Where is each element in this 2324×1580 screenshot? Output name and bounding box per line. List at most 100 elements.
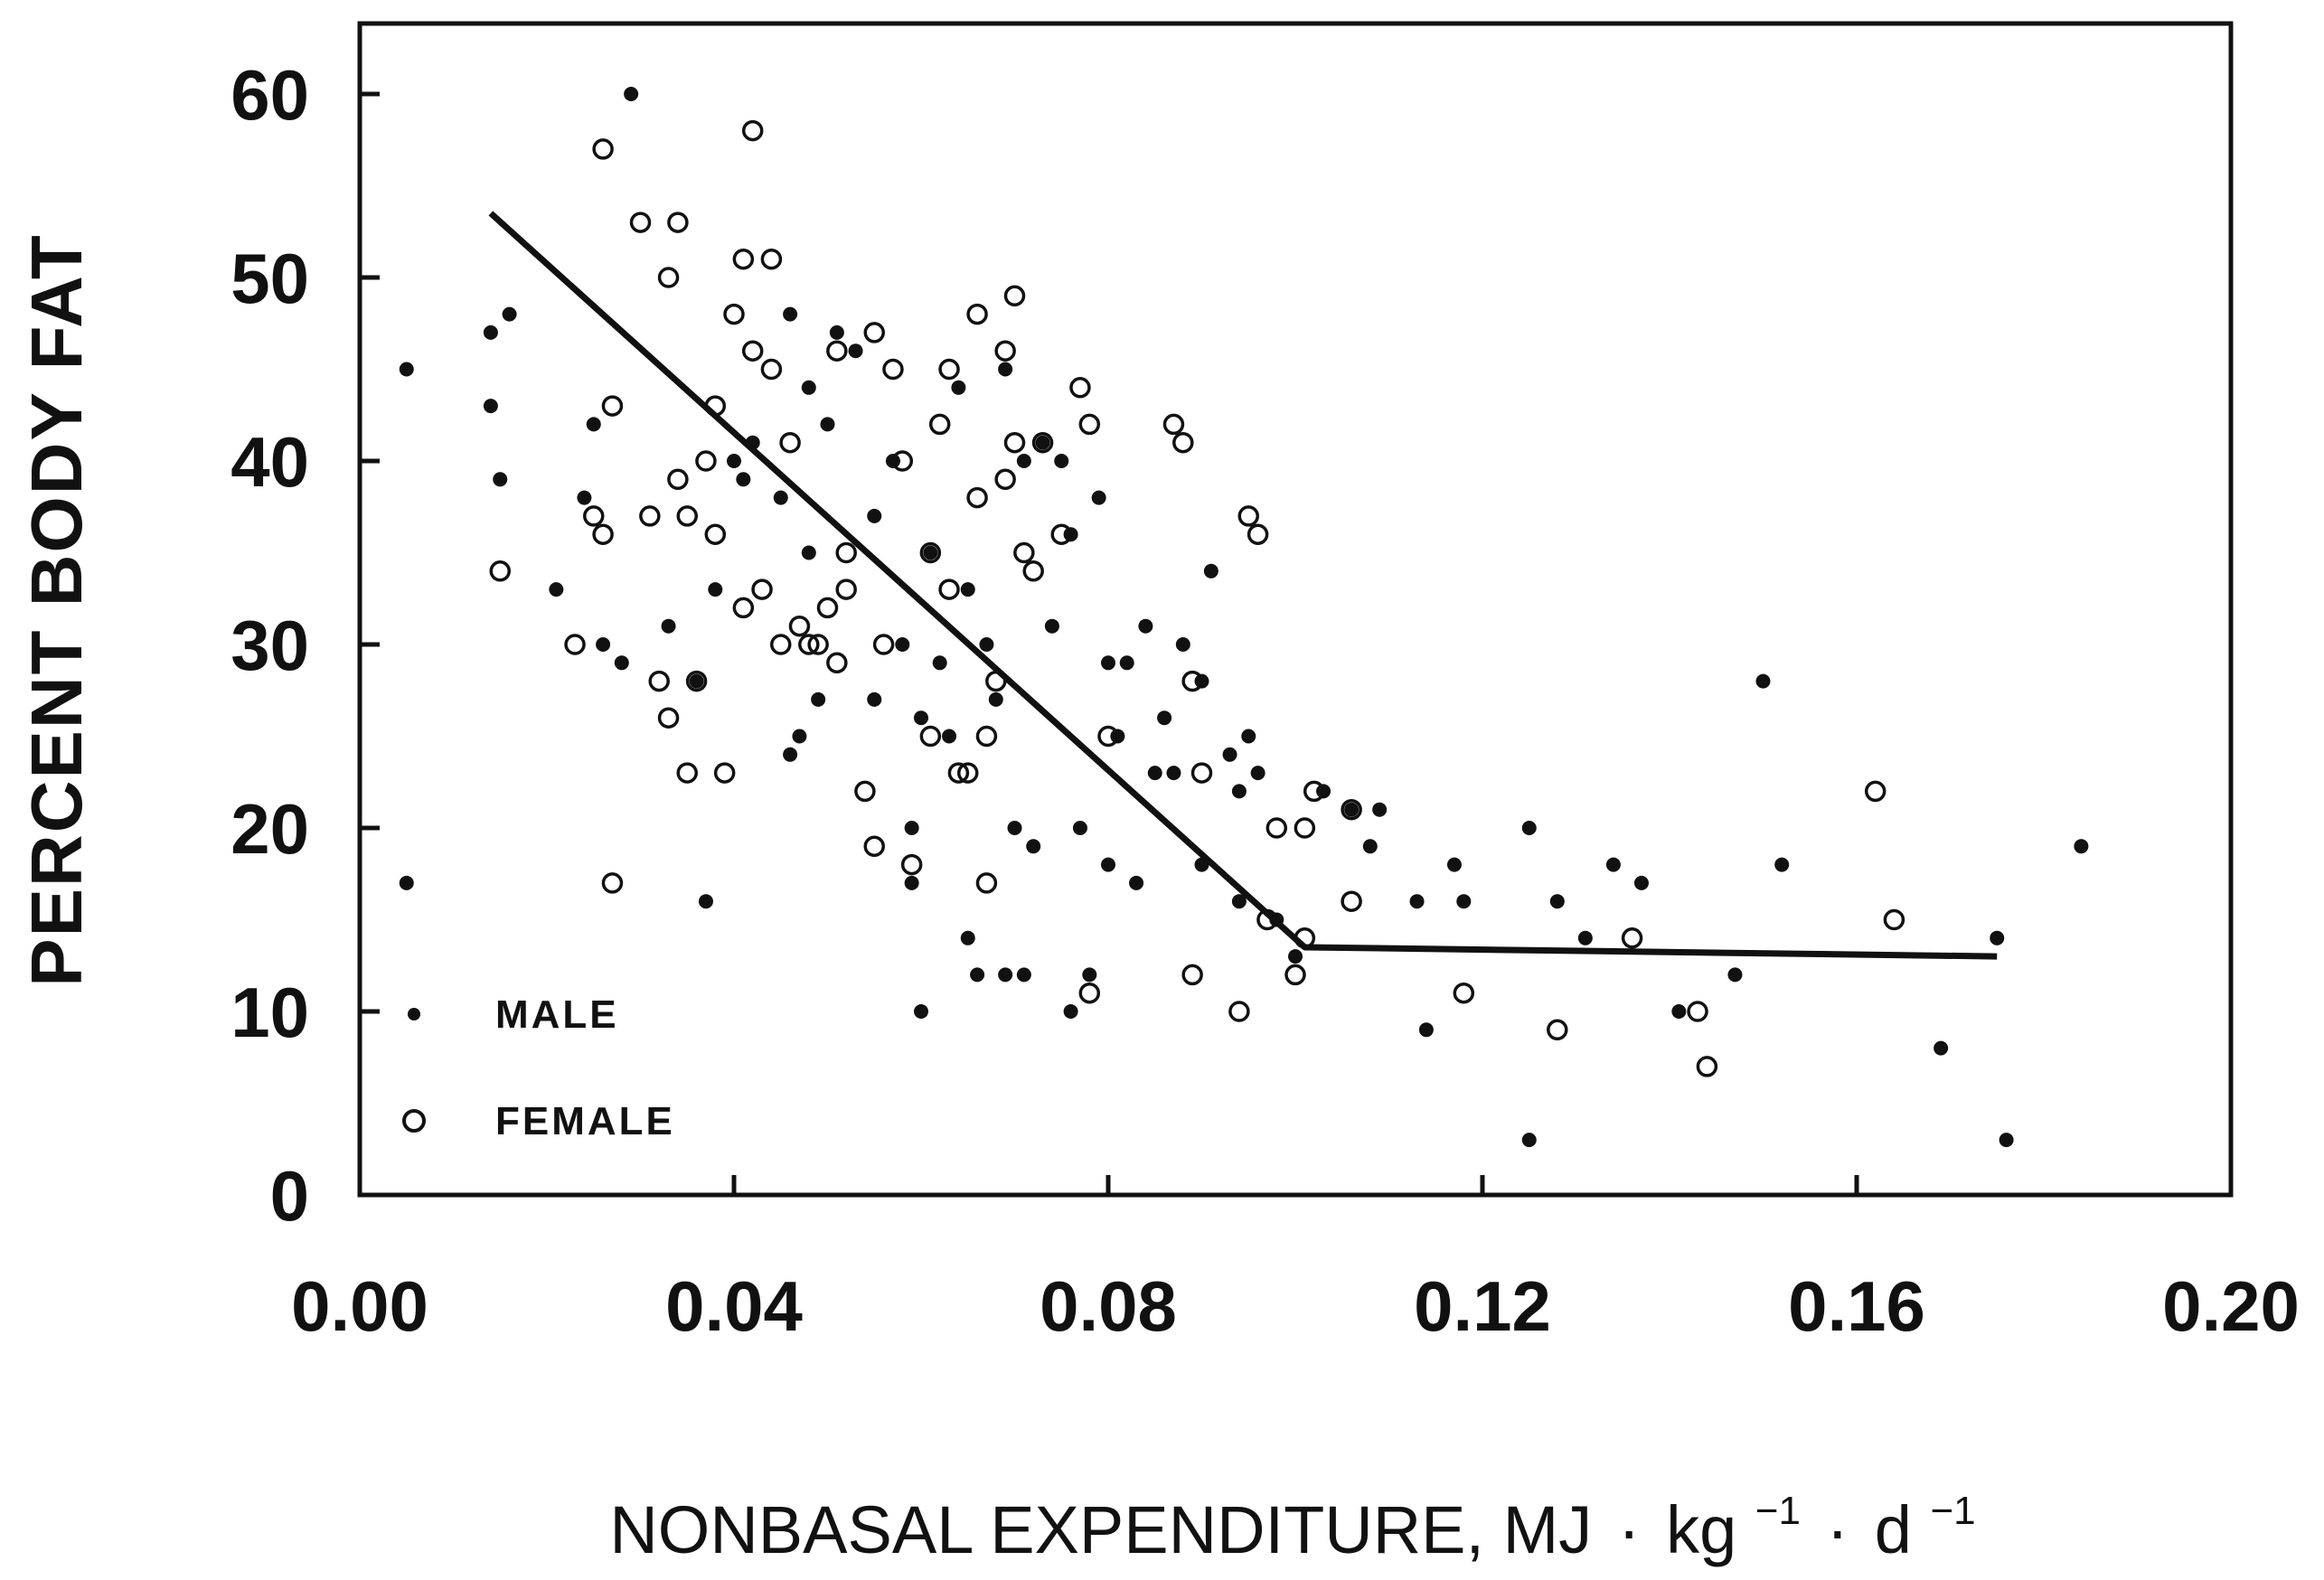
male-point: [773, 490, 788, 505]
male-point: [904, 875, 919, 890]
female-point: [639, 505, 661, 527]
male-point: [1119, 655, 1134, 671]
male-point: [1372, 802, 1388, 817]
male-point: [1072, 821, 1087, 835]
x-tick-label: 0.00: [291, 1266, 428, 1346]
male-point: [586, 417, 601, 432]
male-point: [661, 618, 676, 634]
female-point: [648, 670, 670, 692]
male-point: [783, 306, 798, 322]
male-point: [549, 582, 564, 597]
y-tick-label: 10: [231, 973, 309, 1052]
female-point: [770, 634, 792, 655]
male-point: [783, 747, 798, 762]
male-point: [829, 324, 844, 340]
female-point: [751, 578, 773, 600]
male-point: [932, 655, 947, 671]
male-point: [942, 729, 957, 744]
male-point: [1035, 435, 1050, 450]
female-point: [676, 505, 698, 527]
male-point: [736, 472, 751, 487]
male-point: [1999, 1133, 2014, 1148]
male-point: [727, 454, 741, 468]
male-point: [998, 967, 1013, 983]
female-point: [1237, 505, 1259, 527]
x-tick-label: 0.04: [665, 1266, 803, 1346]
female-point: [1031, 431, 1054, 454]
male-point: [596, 637, 611, 652]
male-point: [1091, 490, 1106, 505]
male-point: [1054, 454, 1069, 468]
x-tick-label: 0.12: [1414, 1266, 1551, 1346]
male-point: [979, 637, 994, 652]
male-point: [848, 343, 863, 359]
y-tick-label: 0: [270, 1156, 309, 1236]
female-point: [723, 303, 745, 325]
y-tick-label: 40: [231, 422, 309, 502]
female-point: [601, 395, 624, 417]
female-point: [741, 340, 764, 362]
x-axis-label-dot: ·: [1827, 1492, 1849, 1567]
female-point: [592, 523, 614, 545]
female-point: [788, 615, 811, 637]
female-point: [592, 138, 614, 160]
female-point: [826, 340, 848, 362]
male-point: [493, 472, 508, 487]
legend-label-female: FEMALE: [495, 1099, 675, 1143]
male-point: [1044, 618, 1059, 634]
male-point: [1521, 1133, 1537, 1148]
male-point: [801, 380, 816, 395]
x-axis-label-exp2: −1: [1930, 1489, 1975, 1533]
female-point: [807, 634, 829, 655]
female-point: [1078, 413, 1101, 436]
male-point: [1222, 747, 1237, 762]
male-point: [904, 821, 919, 835]
female-point: [891, 450, 914, 472]
male-point: [483, 324, 498, 340]
male-point: [483, 399, 498, 414]
female-point: [826, 652, 848, 674]
male-point: [1063, 1004, 1078, 1019]
male-point: [1250, 766, 1265, 781]
male-point: [1101, 857, 1115, 872]
female-point: [601, 872, 624, 894]
female-point: [1003, 431, 1026, 454]
legend-marker-male: [408, 1008, 420, 1020]
male-point: [1549, 894, 1565, 909]
female-point: [863, 322, 885, 343]
male-point: [998, 362, 1013, 377]
female-point: [1621, 927, 1643, 949]
male-point: [1456, 894, 1472, 909]
male-point: [1671, 1004, 1687, 1019]
x-axis-label-kg: kg: [1666, 1492, 1736, 1567]
female-point: [1294, 817, 1316, 839]
female-point: [1190, 762, 1213, 784]
male-point: [1344, 802, 1360, 817]
female-point: [741, 119, 764, 142]
male-point: [2074, 839, 2089, 854]
female-point: [1050, 523, 1072, 545]
male-point: [1203, 563, 1218, 578]
female-point: [798, 634, 820, 655]
x-axis-label: NONBASAL EXPENDITURE, MJ · kg −1 · d −1: [609, 1463, 1975, 1567]
y-axis-label: PERCENT BODY FAT: [16, 233, 97, 987]
female-point: [1284, 964, 1306, 986]
legend-marker-female: [402, 1109, 426, 1133]
female-point: [1013, 541, 1035, 564]
male-point: [960, 930, 975, 945]
female-point: [564, 634, 586, 655]
female-point: [835, 541, 857, 564]
female-point: [994, 468, 1016, 491]
male-point: [1605, 857, 1621, 872]
male-point: [1577, 930, 1593, 945]
female-point: [994, 340, 1016, 362]
plot-frame: [357, 21, 2234, 1198]
female-point: [667, 468, 689, 491]
female-point: [1247, 523, 1269, 545]
female-point: [760, 248, 783, 270]
male-point: [914, 1004, 928, 1019]
female-point: [657, 267, 680, 288]
male-point: [895, 637, 910, 652]
male-point: [1288, 949, 1303, 964]
